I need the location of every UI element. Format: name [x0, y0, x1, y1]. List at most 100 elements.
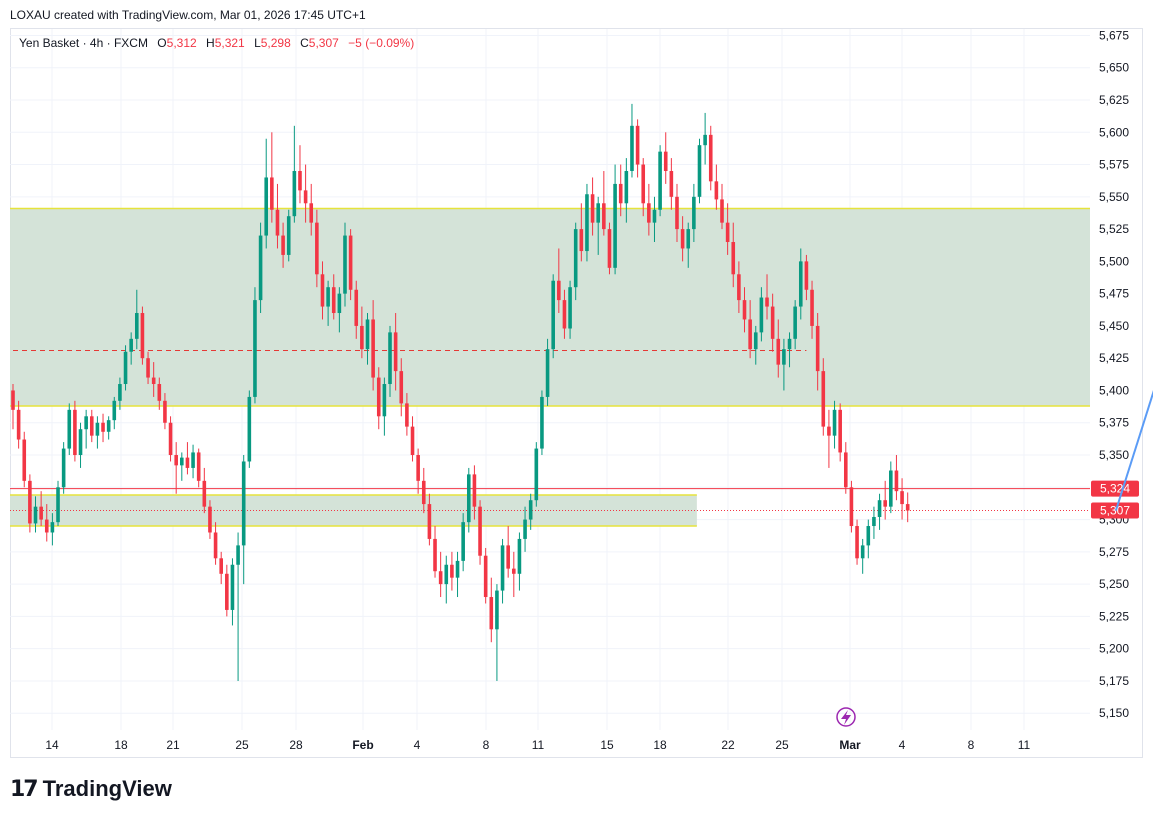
x-tick-label: Mar	[839, 738, 861, 752]
candle	[877, 493, 882, 530]
candle-body	[89, 416, 94, 436]
candle	[675, 183, 679, 243]
candle	[787, 332, 792, 368]
x-tick-label: 8	[483, 738, 490, 752]
candle	[596, 196, 601, 255]
candle-body	[337, 293, 342, 314]
candle	[180, 452, 184, 481]
candle	[860, 538, 865, 574]
candle-body	[624, 171, 629, 204]
x-tick-label: 25	[235, 738, 249, 752]
candle	[624, 158, 629, 223]
candle	[692, 183, 696, 243]
y-tick-label: 5,500	[1099, 254, 1129, 268]
candle	[270, 132, 274, 223]
levels-layer	[10, 349, 1090, 512]
y-tick-label: 5,375	[1099, 416, 1129, 430]
candle-body	[590, 194, 595, 223]
y-axis: 5,1505,1755,2005,2255,2505,2755,3005,325…	[1099, 28, 1129, 720]
candle	[22, 431, 27, 488]
high-value: 5,321	[214, 36, 245, 50]
candle	[371, 300, 375, 391]
candle-body	[872, 516, 876, 527]
candle	[708, 125, 713, 191]
x-tick-label: 18	[653, 738, 667, 752]
candle-body	[787, 338, 792, 350]
candle-body	[573, 229, 578, 288]
candle	[213, 522, 218, 565]
candle	[365, 313, 370, 365]
candle	[134, 289, 139, 350]
y-tick-label: 5,400	[1099, 383, 1129, 397]
y-tick-label: 5,200	[1099, 642, 1129, 656]
candle-body	[770, 306, 775, 339]
candle-body	[180, 457, 184, 466]
candle	[523, 506, 527, 552]
zones-layer	[10, 207, 1090, 527]
candle	[309, 183, 314, 236]
candle-body	[343, 235, 347, 294]
lightning-icon-circle	[836, 707, 856, 727]
candle-body	[281, 235, 285, 255]
candle	[129, 332, 133, 365]
candle	[247, 390, 252, 468]
candle-body	[118, 384, 122, 401]
y-tick-label: 5,675	[1099, 28, 1129, 42]
candle	[568, 280, 572, 339]
candle	[838, 403, 842, 462]
candle-body	[416, 455, 420, 481]
close-value: 5,307	[308, 36, 339, 50]
candle	[219, 551, 223, 585]
candle	[450, 551, 454, 591]
candle-body	[33, 506, 38, 524]
candle-body	[388, 332, 392, 385]
candle-body	[523, 519, 527, 539]
candle-body	[360, 325, 364, 350]
candle-body	[889, 470, 893, 507]
candle-body	[444, 564, 449, 585]
candle-body	[191, 452, 195, 468]
candle	[855, 519, 859, 565]
candle-body	[61, 448, 66, 488]
candle-body	[579, 229, 584, 252]
candle	[275, 183, 280, 249]
candle-body	[146, 358, 150, 378]
candle-body	[877, 500, 882, 517]
candle-body	[815, 325, 820, 372]
candle-body	[900, 491, 904, 505]
candle-body	[433, 538, 437, 572]
candle	[562, 289, 567, 339]
candle	[157, 377, 162, 410]
candle-body	[545, 349, 550, 397]
candle	[731, 222, 736, 288]
candle-body	[821, 371, 826, 427]
candle-body	[647, 203, 651, 223]
candle	[230, 558, 235, 626]
y-tick-label: 5,475	[1099, 287, 1129, 301]
tradingview-logo[interactable]: 17 TradingView	[10, 776, 172, 802]
y-tick-label: 5,625	[1099, 93, 1129, 107]
candle-body	[540, 396, 544, 449]
candle-body	[219, 558, 223, 574]
candle	[315, 209, 319, 288]
y-tick-label: 5,450	[1099, 319, 1129, 333]
y-tick-label: 5,175	[1099, 674, 1129, 688]
candle	[478, 500, 482, 565]
candle	[483, 547, 488, 604]
tradingview-wordmark: TradingView	[42, 776, 172, 801]
candle	[793, 300, 797, 350]
candle-body	[708, 134, 713, 182]
x-tick-label: 11	[1018, 738, 1031, 752]
candle-body	[500, 545, 505, 591]
candle-body	[832, 409, 837, 436]
candle	[630, 103, 634, 178]
y-tick-label: 5,575	[1099, 158, 1129, 172]
candle	[534, 442, 539, 507]
y-tick-label: 5,275	[1099, 545, 1129, 559]
candle	[264, 138, 269, 249]
candle-body	[765, 297, 769, 307]
candle	[163, 393, 167, 430]
candle	[39, 491, 43, 527]
candle	[635, 119, 640, 178]
